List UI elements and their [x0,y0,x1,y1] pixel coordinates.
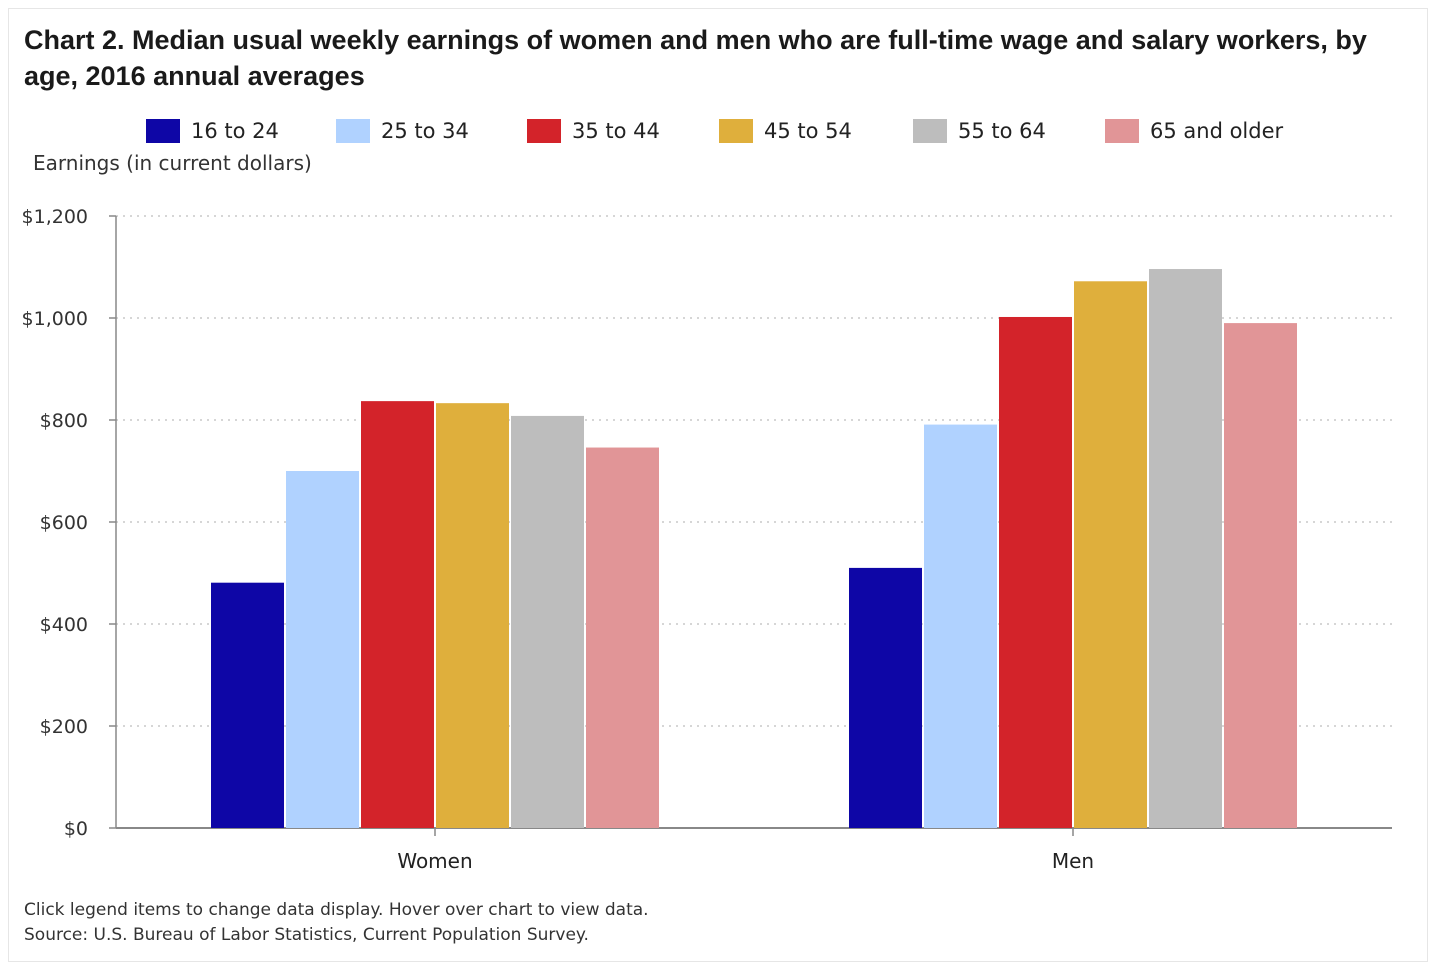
legend-label: 35 to 44 [572,119,660,143]
legend-item-45-to-54[interactable]: 45 to 54 [719,114,852,148]
bar-chart[interactable]: $0 $200 $400 $600 $800 $1,000 $1,200 Women, 16 … [0,190,1430,890]
bar[interactable]: Women, 35 to 44: $837 [361,401,434,828]
y-axis-title: Earnings (in current dollars) [33,151,312,175]
legend-swatch [146,119,180,143]
legend-item-25-to-34[interactable]: 25 to 34 [336,114,469,148]
interaction-note: Click legend items to change data displa… [24,900,649,920]
bar[interactable]: Men, 45 to 54: $1072 [1074,281,1147,828]
bar[interactable]: Men, 55 to 64: $1096 [1149,269,1222,828]
legend: 16 to 24 25 to 34 35 to 44 45 to 54 55 t… [0,114,1430,148]
legend-label: 65 and older [1150,119,1284,143]
y-tick-label: $400 [40,614,88,636]
bar[interactable]: Women, 65 and older: $746 [586,447,659,828]
legend-label: 16 to 24 [191,119,279,143]
bar[interactable]: Women, 45 to 54: $833 [436,403,509,828]
bar[interactable]: Women, 25 to 34: $700 [286,471,359,828]
y-tick-label: $200 [40,716,88,738]
x-tick-label: Women [397,849,472,873]
y-tick-label: $0 [64,818,88,840]
y-tick-label: $600 [40,512,88,534]
legend-label: 45 to 54 [764,119,852,143]
bar[interactable]: Women, 16 to 24: $481 [211,582,284,828]
legend-item-16-to-24[interactable]: 16 to 24 [146,114,279,148]
legend-item-55-to-64[interactable]: 55 to 64 [913,114,1046,148]
x-tick-label: Men [1052,849,1094,873]
y-tick-label: $1,200 [22,206,88,228]
bar[interactable]: Women, 55 to 64: $808 [511,415,584,828]
legend-swatch [527,119,561,143]
y-tick-label: $1,000 [22,308,88,330]
legend-swatch [336,119,370,143]
chart-title: Chart 2. Median usual weekly earnings of… [24,25,1367,91]
bar[interactable]: Men, 16 to 24: $510 [849,567,922,828]
bar[interactable]: Men, 25 to 34: $791 [924,424,997,828]
bar[interactable]: Men, 35 to 44: $1002 [999,316,1072,828]
legend-label: 55 to 64 [958,119,1046,143]
legend-swatch [1105,119,1139,143]
source-note: Source: U.S. Bureau of Labor Statistics,… [24,925,589,945]
legend-item-35-to-44[interactable]: 35 to 44 [527,114,660,148]
legend-label: 25 to 34 [381,119,469,143]
legend-swatch [719,119,753,143]
y-tick-label: $800 [40,410,88,432]
legend-item-65-and-older[interactable]: 65 and older [1105,114,1283,148]
bar[interactable]: Men, 65 and older: $990 [1224,323,1297,828]
legend-swatch [913,119,947,143]
